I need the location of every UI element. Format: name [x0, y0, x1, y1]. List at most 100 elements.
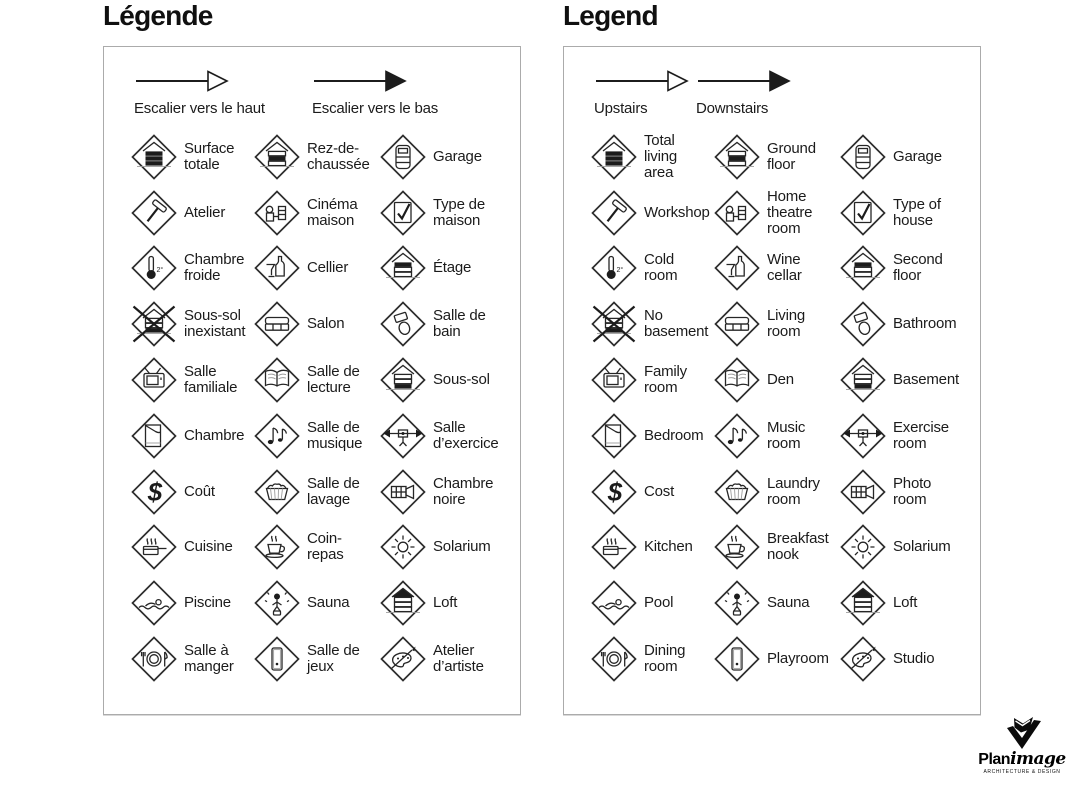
house-type-icon: [839, 189, 887, 237]
stairs-up-label: Upstairs: [594, 100, 648, 117]
legend-row: Piscine Sauna Loft: [130, 575, 515, 631]
laundry-icon: [253, 468, 301, 516]
legend-item-label: Atelier d’artiste: [433, 642, 484, 676]
legend-item-label: Salle de bain: [433, 307, 486, 341]
legend-item-label: Pool: [644, 594, 674, 612]
legend-item: Salle d’exercice: [379, 412, 515, 460]
legend-item: Kitchen: [590, 523, 713, 571]
music-room-icon: [713, 412, 761, 460]
legend-item: Sous-sol inexistant: [130, 300, 253, 348]
legend-item: Solarium: [379, 523, 515, 571]
legend-item-label: Cold room: [644, 251, 678, 285]
legend-item: $ Cost: [590, 468, 713, 516]
legend-item-label: Atelier: [184, 203, 226, 221]
legend-item: Salle de lecture: [253, 356, 379, 404]
workshop-icon: [130, 189, 178, 237]
planimage-logo-tagline: ARCHITECTURE & DESIGN: [983, 769, 1061, 775]
loft-icon: [379, 579, 427, 627]
english-symbol-grid: Total living area Ground floor Garage Works…: [590, 129, 975, 687]
legend-item-label: Living room: [767, 307, 805, 341]
legend-item: Salle de bain: [379, 300, 515, 348]
svg-text:$: $: [147, 477, 163, 507]
studio-icon: [379, 635, 427, 683]
legend-item: Atelier d’artiste: [379, 635, 515, 683]
french-legend-panel: Escalier vers le haut Escalier vers le b…: [103, 46, 521, 715]
legend-row: Salle à manger Salle de jeux Atelier d’art…: [130, 631, 515, 687]
legend-item-label: Loft: [433, 594, 458, 612]
legend-row: Salle familiale Salle de lecture Sous-sol: [130, 352, 515, 408]
legend-item-label: Loft: [893, 594, 918, 612]
legend-item: Wine cellar: [713, 244, 839, 292]
home-theatre-icon: [253, 189, 301, 237]
pool-icon: [590, 579, 638, 627]
legend-item: Family room: [590, 356, 713, 404]
legend-item-label: Basement: [893, 371, 959, 389]
legend-item-label: Total living area: [644, 131, 677, 181]
legend-row: Bedroom Music room Exercise room: [590, 408, 975, 464]
legend-row: Sous-sol inexistant Salon Salle de bain: [130, 296, 515, 352]
legend-item: Type of house: [839, 189, 975, 237]
legend-item: Cellier: [253, 244, 379, 292]
exercise-room-icon: [379, 412, 427, 460]
legend-item-label: Étage: [433, 259, 472, 277]
family-room-icon: [590, 356, 638, 404]
legend-row: $ Coût Salle de lavage Chambre noire: [130, 464, 515, 520]
legend-row: Pool Sauna Loft: [590, 575, 975, 631]
legend-item: Basement: [839, 356, 975, 404]
legend-item-label: Chambre froide: [184, 251, 245, 285]
legend-item-label: Sous-sol: [433, 371, 490, 389]
pool-icon: [130, 579, 178, 627]
legend-item-label: Salon: [307, 315, 345, 333]
legend-item: Laundry room: [713, 468, 839, 516]
legend-item-label: No basement: [644, 307, 709, 341]
legend-item-label: Playroom: [767, 650, 829, 668]
legend-item-label: Salle familiale: [184, 363, 238, 397]
legend-item: Sous-sol: [379, 356, 515, 404]
legend-item: Garage: [379, 133, 515, 181]
total-area-icon: [130, 133, 178, 181]
cold-room-icon: 2°: [130, 244, 178, 292]
bathroom-icon: [839, 300, 887, 348]
legend-item: Sauna: [713, 579, 839, 627]
legend-item-label: Salle de lavage: [307, 474, 360, 508]
ground-floor-icon: [713, 133, 761, 181]
second-floor-icon: [839, 244, 887, 292]
legend-item: Surface totale: [130, 133, 253, 181]
bathroom-icon: [379, 300, 427, 348]
legend-item: Second floor: [839, 244, 975, 292]
total-area-icon: [590, 133, 638, 181]
legend-row: 2° Chambre froide Cellier Étage: [130, 241, 515, 297]
photo-room-icon: [839, 468, 887, 516]
legend-item-label: Sauna: [767, 594, 810, 612]
planimage-logo-name: Planimage: [970, 751, 1074, 768]
playroom-icon: [713, 635, 761, 683]
svg-text:$: $: [607, 477, 623, 507]
legend-item: Studio: [839, 635, 975, 683]
legend-item-label: Piscine: [184, 594, 231, 612]
music-room-icon: [253, 412, 301, 460]
legend-row: Chambre Salle de musique Salle d’exercice: [130, 408, 515, 464]
legend-item: Piscine: [130, 579, 253, 627]
legend-item: Den: [713, 356, 839, 404]
legend-item-label: Garage: [433, 147, 482, 165]
legend-item: Bedroom: [590, 412, 713, 460]
legend-item: Salle à manger: [130, 635, 253, 683]
legend-item-label: Coût: [184, 482, 215, 500]
legend-item-label: Kitchen: [644, 538, 693, 556]
french-legend-title: Légende: [103, 0, 213, 31]
legend-item-label: Dining room: [644, 642, 686, 676]
stairs-down-arrow-icon: [314, 70, 407, 92]
legend-item-label: Laundry room: [767, 474, 820, 508]
stairs-down-label: Downstairs: [696, 100, 769, 117]
basement-icon: [379, 356, 427, 404]
kitchen-icon: [590, 523, 638, 571]
legend-item-label: Surface totale: [184, 139, 235, 173]
legend-item-label: Bathroom: [893, 315, 957, 333]
legend-row: Family room Den Basement: [590, 352, 975, 408]
ground-floor-icon: [253, 133, 301, 181]
legend-item-label: Coin- repas: [307, 530, 344, 564]
logo-name-bold: Plan: [978, 751, 1011, 768]
solarium-icon: [839, 523, 887, 571]
laundry-icon: [713, 468, 761, 516]
legend-item-label: Cinéma maison: [307, 195, 358, 229]
